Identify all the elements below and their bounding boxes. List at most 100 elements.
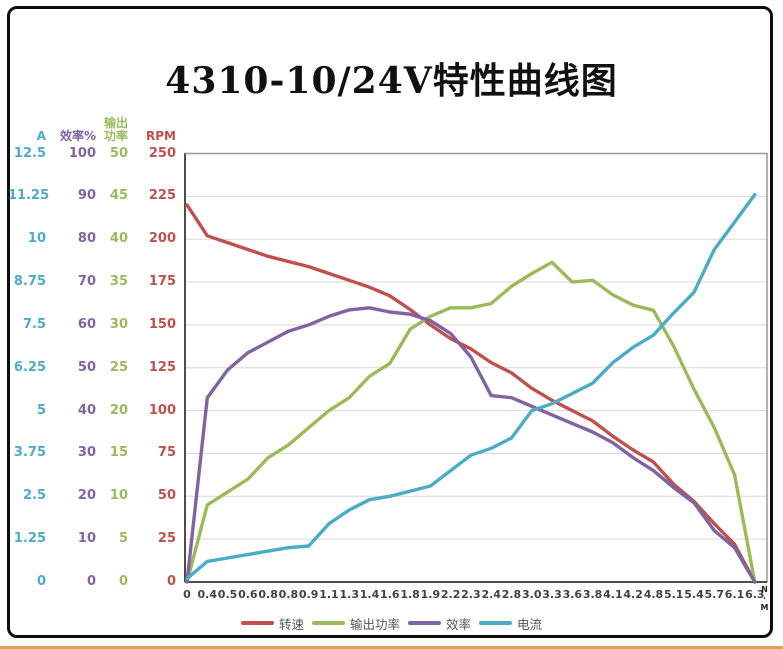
- legend-swatch: [240, 621, 274, 625]
- x-tick-label: 4.8: [644, 588, 664, 601]
- x-tick-label: 4.2: [623, 588, 643, 601]
- chart-legend: 转速 输出功率 效率 电流: [0, 612, 783, 634]
- y-axis-column-A: A 12.5 11.25 10 8.75 7.5 6.25 5 3.75 2.5 1.25 0: [8, 0, 50, 600]
- y-tick-label: 150: [148, 316, 176, 332]
- y-tick-label: 3.75: [13, 445, 46, 461]
- y-tick-label: 60: [77, 316, 96, 332]
- y-tick-label: 25: [157, 531, 176, 547]
- y-axis-column-RPM: RPM 250 225 200 175 150 125 100 75 50 25 0: [134, 0, 176, 600]
- x-tick-label: 0.4: [198, 588, 218, 601]
- x-tick-label: 1.8: [400, 588, 420, 601]
- y-tick-label: 6.25: [13, 359, 46, 375]
- x-tick-label: 3.8: [583, 588, 603, 601]
- y-tick-label: 50: [77, 359, 96, 375]
- y-tick-label: 8.75: [13, 274, 46, 290]
- x-tick-label: 3.0: [522, 588, 542, 601]
- y-tick-label: 70: [77, 274, 96, 290]
- y-axis-title-A: A: [36, 129, 46, 143]
- y-tick-label: 1.25: [13, 531, 46, 547]
- y-tick-label: 50: [109, 145, 128, 161]
- x-tick-label: 3.3: [542, 588, 562, 601]
- y-tick-label: 35: [109, 274, 128, 290]
- y-tick-label: 200: [148, 231, 176, 247]
- y-tick-label: 12.5: [13, 145, 46, 161]
- y-tick-label: 175: [148, 274, 176, 290]
- y-tick-label: 225: [148, 188, 176, 204]
- y-tick-label: 125: [148, 359, 176, 375]
- x-tick-label: 6.3: [745, 588, 765, 601]
- y-tick-label: 30: [109, 316, 128, 332]
- y-axis-column-效率%: 效率% 100 90 80 70 60 50 40 30 20 10 0: [56, 0, 96, 600]
- y-tick-label: 45: [109, 188, 128, 204]
- x-tick-label: 5.1: [664, 588, 684, 601]
- y-tick-label: 30: [77, 445, 96, 461]
- legend-label: 电流: [517, 616, 543, 632]
- y-tick-label: 7.5: [22, 316, 46, 332]
- y-tick-label: 2.5: [22, 488, 46, 504]
- y-tick-label: 25: [109, 359, 128, 375]
- x-tick-label: 6.1: [725, 588, 745, 601]
- y-tick-label: 0: [86, 574, 96, 589]
- y-tick-label: 0: [118, 574, 128, 589]
- y-tick-label: 250: [148, 145, 176, 161]
- y-tick-label: 11.25: [8, 188, 50, 204]
- y-tick-label: 0: [36, 574, 46, 589]
- x-tick-label: 5.4: [684, 588, 704, 601]
- y-tick-label: 0: [166, 574, 176, 589]
- y-axis-title-输出功率: 输出 功率: [103, 116, 128, 143]
- y-tick-label: 90: [77, 188, 96, 204]
- y-tick-label: 100: [68, 145, 96, 161]
- y-tick-label: 20: [109, 402, 128, 418]
- legend-label: 效率: [446, 616, 472, 632]
- x-tick-label: 4.1: [603, 588, 623, 601]
- x-tick-label: 2.8: [502, 588, 522, 601]
- x-tick-label: 0.6: [238, 588, 258, 601]
- x-tick-label: 2.2: [441, 588, 461, 601]
- y-tick-label: 5: [118, 531, 128, 547]
- legend-label: 输出功率: [349, 616, 400, 632]
- x-tick-label: 5.7: [705, 588, 725, 601]
- chart-frame-border: [7, 6, 773, 638]
- series-line-输出功率: [185, 260, 757, 584]
- x-tick-label: 0.5: [218, 588, 238, 601]
- legend-item-输出功率: 输出功率: [311, 614, 400, 633]
- y-tick-label: 10: [77, 531, 96, 547]
- y-tick-label: 15: [109, 445, 128, 461]
- legend-item-效率: 效率: [408, 614, 471, 633]
- legend-label: 转速: [278, 616, 304, 632]
- series-line-效率: [185, 306, 757, 584]
- x-tick-label: 0: [183, 588, 191, 601]
- x-tick-label: 2.3: [461, 588, 481, 601]
- y-tick-label: 20: [77, 488, 96, 504]
- x-tick-label: 1.3: [339, 588, 359, 601]
- y-axis-column-输出功率: 输出 功率 50 45 40 35 30 25 20 15 10 5 0: [88, 0, 128, 600]
- y-tick-label: 40: [77, 402, 96, 418]
- y-tick-label: 100: [148, 402, 176, 418]
- x-tick-label: 0.8: [258, 588, 278, 601]
- legend-swatch: [408, 621, 441, 625]
- legend-swatch: [479, 621, 513, 625]
- y-tick-label: 5: [36, 402, 46, 418]
- series-line-转速: [185, 203, 757, 584]
- series-line-电流: [185, 192, 757, 581]
- y-tick-label: 50: [157, 488, 176, 504]
- y-axis-title-RPM: RPM: [146, 129, 176, 143]
- x-axis-unit-label: N·M: [760, 585, 769, 612]
- x-tick-label: 1.1: [319, 588, 339, 601]
- legend-item-转速: 转速: [240, 614, 304, 633]
- bottom-edge-strip: [0, 646, 783, 649]
- y-tick-label: 40: [109, 231, 128, 247]
- x-tick-label: 3.6: [563, 588, 583, 601]
- legend-item-电流: 电流: [479, 614, 542, 633]
- x-tick-label: 1.9: [421, 588, 441, 601]
- legend-swatch: [311, 621, 345, 625]
- y-tick-label: 80: [77, 231, 96, 247]
- y-axis-title-效率%: 效率%: [59, 129, 96, 143]
- x-tick-label: 1.6: [380, 588, 400, 601]
- x-tick-label: 0.9: [299, 588, 319, 601]
- x-tick-label: 0.8: [279, 588, 299, 601]
- x-tick-label: 1.4: [360, 588, 380, 601]
- chart-title: 4310-10/24V特性曲线图: [165, 60, 618, 102]
